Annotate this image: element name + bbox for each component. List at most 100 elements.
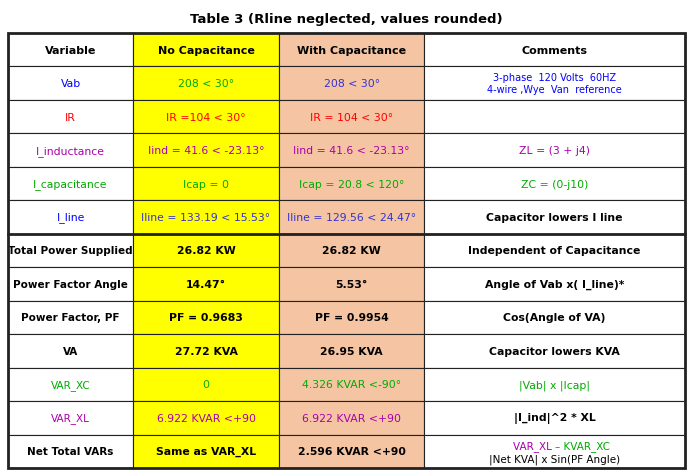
Bar (424, 101, 685, 134)
Bar (424, 368, 685, 401)
Bar (8, 67, 133, 101)
Bar (133, 268, 279, 301)
Text: 26.82 KW: 26.82 KW (177, 246, 236, 256)
Bar (8, 34, 133, 67)
Text: – KVAR_XC: – KVAR_XC (554, 440, 610, 451)
Text: No Capacitance: No Capacitance (157, 46, 254, 56)
Text: Capacitor lowers I line: Capacitor lowers I line (486, 213, 623, 223)
Bar (133, 234, 279, 268)
Bar (133, 368, 279, 401)
Bar (424, 134, 685, 168)
Bar (279, 201, 424, 234)
Text: 5.53°: 5.53° (335, 279, 368, 289)
Bar (133, 335, 279, 368)
Text: 26.82 KW: 26.82 KW (322, 246, 381, 256)
Text: ZC = (0-j10): ZC = (0-j10) (521, 179, 588, 189)
Text: 14.47°: 14.47° (186, 279, 226, 289)
Bar (424, 335, 685, 368)
Bar (133, 435, 279, 468)
Text: 208 < 30°: 208 < 30° (178, 79, 234, 89)
Text: 27.72 KVA: 27.72 KVA (175, 346, 238, 356)
Bar (279, 101, 424, 134)
Bar (279, 268, 424, 301)
Text: 6.922 KVAR <+90: 6.922 KVAR <+90 (302, 413, 401, 423)
Bar (279, 335, 424, 368)
Bar (279, 435, 424, 468)
Text: Icap = 0: Icap = 0 (183, 179, 229, 189)
Text: 6.922 KVAR <+90: 6.922 KVAR <+90 (157, 413, 256, 423)
Bar (8, 234, 133, 268)
Bar (279, 134, 424, 168)
Text: With Capacitance: With Capacitance (297, 46, 406, 56)
Bar (424, 234, 685, 268)
Bar (8, 134, 133, 168)
Bar (133, 401, 279, 435)
Text: Power Factor Angle: Power Factor Angle (13, 279, 128, 289)
Bar (8, 368, 133, 401)
Text: VAR_XC: VAR_XC (51, 379, 91, 390)
Text: Iind = 41.6 < -23.13°: Iind = 41.6 < -23.13° (148, 146, 264, 156)
Bar (279, 34, 424, 67)
Bar (279, 67, 424, 101)
Text: Net Total VARs: Net Total VARs (28, 446, 114, 456)
Text: Power Factor, PF: Power Factor, PF (21, 313, 120, 323)
Bar (424, 201, 685, 234)
Bar (424, 67, 685, 101)
Bar (424, 168, 685, 201)
Text: Iind = 41.6 < -23.13°: Iind = 41.6 < -23.13° (293, 146, 410, 156)
Text: Vab: Vab (60, 79, 81, 89)
Text: Same as VAR_XL: Same as VAR_XL (156, 446, 256, 456)
Bar (279, 168, 424, 201)
Text: VAR_XL: VAR_XL (51, 413, 90, 423)
Bar (133, 34, 279, 67)
Text: IR = 104 < 30°: IR = 104 < 30° (310, 112, 393, 122)
Text: PF = 0.9954: PF = 0.9954 (315, 313, 389, 323)
Bar (8, 335, 133, 368)
Bar (424, 34, 685, 67)
Text: 0: 0 (202, 379, 209, 389)
Bar (424, 268, 685, 301)
Text: Table 3 (Rline neglected, values rounded): Table 3 (Rline neglected, values rounded… (190, 13, 503, 27)
Bar (424, 435, 685, 468)
Bar (133, 168, 279, 201)
Bar (133, 301, 279, 335)
Bar (8, 301, 133, 335)
Text: 26.95 KVA: 26.95 KVA (320, 346, 383, 356)
Bar (8, 268, 133, 301)
Bar (424, 401, 685, 435)
Text: ZL = (3 + j4): ZL = (3 + j4) (519, 146, 590, 156)
Text: |Net KVA| x Sin(PF Angle): |Net KVA| x Sin(PF Angle) (489, 454, 620, 464)
Text: IR =104 < 30°: IR =104 < 30° (166, 112, 246, 122)
Text: PF = 0.9683: PF = 0.9683 (169, 313, 243, 323)
Text: Total Power Supplied: Total Power Supplied (8, 246, 133, 256)
Bar (279, 401, 424, 435)
Text: Angle of Vab x( I_line)*: Angle of Vab x( I_line)* (485, 279, 624, 289)
Text: Variable: Variable (45, 46, 96, 56)
Bar (8, 168, 133, 201)
Bar (133, 101, 279, 134)
Bar (424, 301, 685, 335)
Text: |I_ind|^2 * XL: |I_ind|^2 * XL (514, 412, 595, 424)
Text: 208 < 30°: 208 < 30° (324, 79, 380, 89)
Text: 2.596 KVAR <+90: 2.596 KVAR <+90 (297, 446, 405, 456)
Text: IR: IR (65, 112, 76, 122)
Bar (279, 234, 424, 268)
Text: Independent of Capacitance: Independent of Capacitance (468, 246, 641, 256)
Bar (8, 435, 133, 468)
Text: |Vab| x |Icap|: |Vab| x |Icap| (519, 379, 590, 390)
Bar (8, 101, 133, 134)
Text: Comments: Comments (522, 46, 588, 56)
Bar (279, 301, 424, 335)
Bar (133, 67, 279, 101)
Text: I_inductance: I_inductance (36, 145, 105, 156)
Text: Iline = 133.19 < 15.53°: Iline = 133.19 < 15.53° (141, 213, 270, 223)
Bar (8, 201, 133, 234)
Text: VA: VA (63, 346, 78, 356)
Text: Capacitor lowers KVA: Capacitor lowers KVA (489, 346, 620, 356)
Text: 3-phase  120 Volts  60HZ
4-wire ,Wye  Van  reference: 3-phase 120 Volts 60HZ 4-wire ,Wye Van r… (487, 73, 622, 95)
Bar (8, 401, 133, 435)
Bar (279, 368, 424, 401)
Text: Icap = 20.8 < 120°: Icap = 20.8 < 120° (299, 179, 404, 189)
Bar (133, 134, 279, 168)
Text: 4.326 KVAR <-90°: 4.326 KVAR <-90° (302, 379, 401, 389)
